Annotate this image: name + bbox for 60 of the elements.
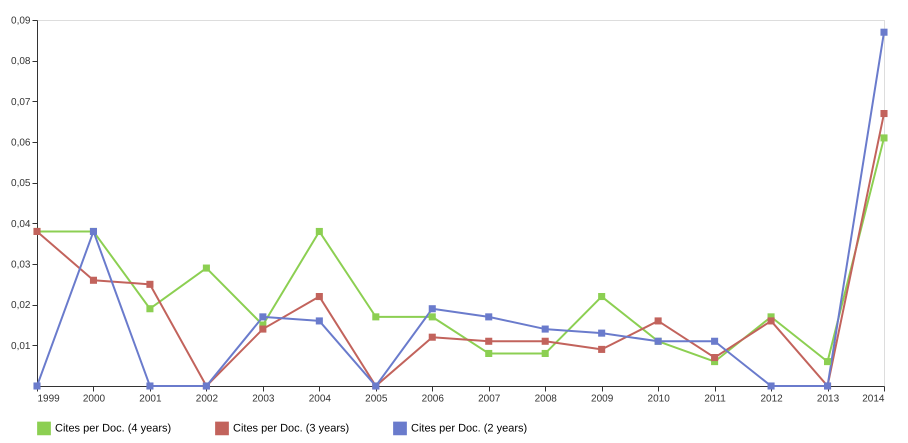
x-tick-label: 2007 (478, 394, 501, 404)
point (542, 326, 549, 333)
point (146, 305, 154, 312)
point (259, 326, 266, 333)
point (598, 330, 606, 337)
point (768, 382, 775, 390)
y-tick-label: 0,09 (11, 16, 31, 26)
x-tick-label: 2008 (534, 394, 558, 404)
point (485, 350, 492, 357)
point (259, 313, 266, 320)
x-tick-label: 2013 (816, 394, 840, 404)
point (90, 276, 97, 284)
x-tick-label: 2005 (365, 394, 388, 404)
point (146, 280, 154, 288)
point (316, 228, 323, 235)
legend-label: Cites per Doc. (3 years) (233, 422, 350, 434)
y-tick-label: 0,05 (11, 178, 31, 190)
y-tick-label: 0,03 (11, 260, 31, 270)
point (880, 134, 888, 142)
point (598, 292, 606, 300)
point (485, 313, 492, 320)
x-tick-label: 2006 (422, 394, 444, 404)
point (316, 292, 323, 300)
point (428, 305, 436, 312)
y-tick-label: 0,07 (11, 96, 31, 108)
x-tick-label: 2010 (648, 394, 670, 404)
x-tick-label: 2001 (139, 394, 162, 404)
point (316, 317, 323, 324)
x-tick-label: 2003 (252, 394, 275, 404)
point (428, 334, 436, 341)
point (485, 338, 492, 345)
x-tick-label: 2012 (760, 394, 784, 404)
x-tick-label: 1999 (38, 394, 60, 404)
x-tick-label: 2014 (862, 394, 885, 404)
point (598, 346, 606, 353)
point (542, 350, 549, 357)
point (372, 313, 380, 320)
y-tick-label: 0,01 (11, 340, 31, 352)
point (824, 358, 832, 366)
x-tick-label: 2002 (196, 394, 218, 404)
point (768, 317, 775, 324)
x-tick-label: 2000 (82, 394, 106, 404)
x-tick-label: 2004 (308, 394, 332, 404)
y-tick-label: 0,04 (11, 218, 31, 230)
y-tick-label: 0,08 (11, 56, 31, 68)
point (654, 317, 662, 324)
y-tick-label: 0,02 (11, 300, 31, 312)
point (202, 264, 210, 272)
y-tick-label: 0,06 (11, 138, 31, 148)
point (880, 28, 888, 36)
point (146, 382, 154, 390)
point (880, 110, 888, 118)
x-tick-label: 2011 (704, 394, 726, 404)
point (711, 338, 718, 345)
point (711, 354, 718, 362)
point (428, 313, 436, 320)
legend-label: Cites per Doc. (2 years) (411, 422, 528, 434)
point (542, 338, 549, 345)
legend-label: Cites per Doc. (4 years) (55, 422, 172, 434)
x-tick-label: 2009 (591, 394, 614, 404)
